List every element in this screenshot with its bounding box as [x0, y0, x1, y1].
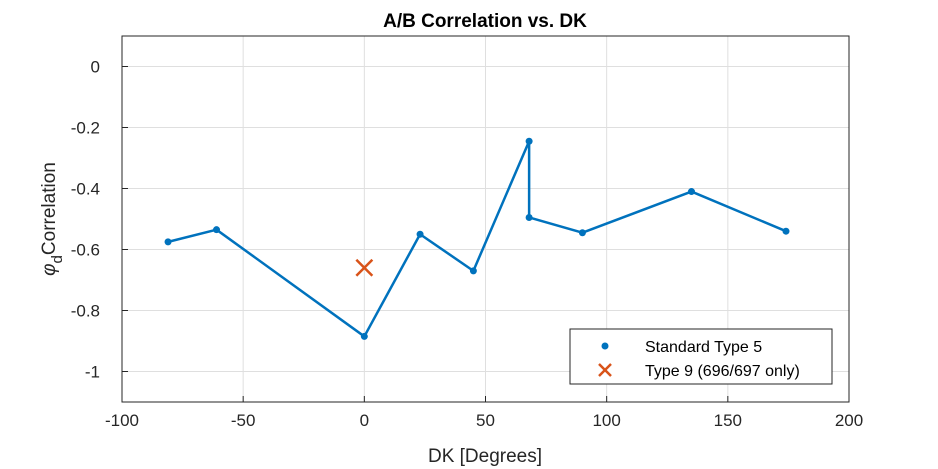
x-tick-label: 200 — [835, 411, 863, 430]
series-line-standard-type-5 — [167, 139, 787, 338]
legend-box — [569, 328, 833, 385]
x-axis-ticks: -100 -50 0 50 100 150 200 — [105, 396, 863, 430]
chart-title: A/B Correlation vs. DK — [383, 11, 587, 32]
series-layer — [164, 137, 790, 340]
y-tick-label: -1 — [85, 363, 100, 382]
x-tick-label: 50 — [476, 411, 495, 430]
legend-marker-type-9 — [598, 363, 612, 377]
y-axis-label-symbol: φ — [39, 263, 60, 275]
y-tick-label: 0 — [91, 58, 100, 77]
data-point-standard-type-5 — [213, 226, 221, 234]
y-tick-label: -0.8 — [71, 302, 100, 321]
y-tick-label: -0.6 — [71, 241, 100, 260]
data-point-standard-type-5 — [578, 229, 586, 237]
x-tick-label: 0 — [360, 411, 369, 430]
y-axis-label-text: Correlation — [39, 162, 60, 255]
data-point-standard-type-5 — [164, 238, 172, 246]
legend-label-type-9: Type 9 (696/697 only) — [645, 363, 800, 380]
y-axis-label-subscript: d — [49, 255, 66, 263]
data-point-standard-type-5 — [469, 267, 477, 275]
data-point-standard-type-5 — [525, 213, 533, 221]
data-point-standard-type-5 — [782, 227, 790, 235]
legend-label-standard-type-5: Standard Type 5 — [645, 339, 762, 356]
data-point-type-9 — [355, 258, 374, 277]
x-axis-label: DK [Degrees] — [428, 446, 542, 467]
data-point-standard-type-5 — [416, 230, 424, 238]
svg-text:φdCorrelation: φdCorrelation — [39, 162, 66, 276]
y-axis-label: φdCorrelation — [39, 162, 66, 276]
legend: Standard Type 5 Type 9 (696/697 only) — [569, 328, 833, 385]
data-point-standard-type-5 — [525, 137, 533, 145]
x-tick-label: 100 — [592, 411, 620, 430]
y-tick-label: -0.2 — [71, 119, 100, 138]
legend-marker-standard-type-5 — [601, 342, 609, 350]
x-tick-label: -50 — [231, 411, 256, 430]
data-point-standard-type-5 — [687, 188, 695, 196]
data-point-standard-type-5 — [360, 332, 368, 340]
y-axis-ticks: 0 -0.2 -0.4 -0.6 -0.8 -1 — [71, 58, 128, 382]
x-tick-label: -100 — [105, 411, 139, 430]
y-tick-label: -0.4 — [71, 180, 100, 199]
x-tick-label: 150 — [714, 411, 742, 430]
